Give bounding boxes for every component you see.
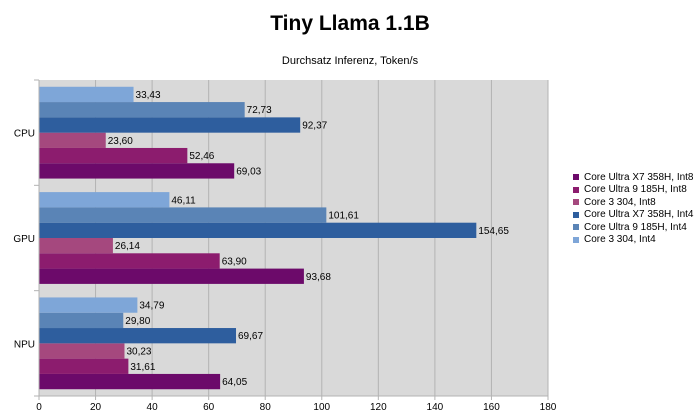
chart-subtitle: Durchsatz Inferenz, Token/s xyxy=(281,55,419,67)
data-label: 30,23 xyxy=(126,346,151,357)
x-tick-label: 20 xyxy=(90,402,102,413)
legend-label: Core 3 304, Int8 xyxy=(584,196,656,208)
legend-swatch xyxy=(573,236,579,243)
x-tick-label: 120 xyxy=(370,402,387,413)
data-label: 154,65 xyxy=(478,226,509,237)
legend-label: Core 3 304, Int4 xyxy=(584,234,656,246)
legend-swatch xyxy=(573,199,579,206)
bar xyxy=(39,222,477,238)
legend-item: Core 3 304, Int8 xyxy=(573,196,694,209)
category-label: GPU xyxy=(13,234,35,245)
legend-item: Core 3 304, Int4 xyxy=(573,234,694,247)
bar xyxy=(39,163,235,179)
legend-swatch xyxy=(573,174,579,181)
legend-label: Core Ultra X7 358H, Int8 xyxy=(584,171,694,183)
chart-title: Tiny Llama 1.1B xyxy=(270,12,430,35)
bar xyxy=(39,117,301,133)
x-tick-label: 160 xyxy=(483,402,500,413)
bar xyxy=(39,253,220,269)
data-label: 46,11 xyxy=(171,195,196,206)
data-label: 63,90 xyxy=(222,256,247,267)
legend-item: Core Ultra X7 358H, Int8 xyxy=(573,171,694,184)
bar xyxy=(39,132,106,148)
data-label: 72,73 xyxy=(247,105,272,116)
legend-swatch xyxy=(573,224,579,231)
x-tick-label: 140 xyxy=(427,402,444,413)
bar xyxy=(39,358,129,374)
legend-item: Core Ultra 9 185H, Int4 xyxy=(573,221,694,234)
category-label: NPU xyxy=(14,339,35,350)
bar xyxy=(39,373,221,390)
data-label: 23,60 xyxy=(108,136,133,147)
bar xyxy=(39,238,113,254)
bar xyxy=(39,102,245,118)
legend-item: Core Ultra 9 185H, Int8 xyxy=(573,184,694,197)
x-tick-label: 60 xyxy=(203,402,215,413)
bar xyxy=(39,192,170,208)
data-label: 31,61 xyxy=(130,362,155,373)
bar xyxy=(39,328,237,344)
x-tick-label: 0 xyxy=(36,402,42,413)
bar xyxy=(39,312,124,329)
legend-label: Core Ultra 9 185H, Int4 xyxy=(584,221,687,233)
data-label: 52,46 xyxy=(189,151,214,162)
legend-label: Core Ultra 9 185H, Int8 xyxy=(584,184,687,196)
x-tick-label: 40 xyxy=(147,402,159,413)
data-label: 69,03 xyxy=(236,166,261,177)
data-label: 33,43 xyxy=(136,90,161,101)
x-tick-label: 100 xyxy=(313,402,330,413)
data-label: 34,79 xyxy=(139,301,164,312)
data-label: 29,80 xyxy=(125,316,150,327)
legend-swatch xyxy=(573,211,579,218)
bar xyxy=(39,343,125,359)
data-label: 26,14 xyxy=(115,241,140,252)
legend-item: Core Ultra X7 358H, Int4 xyxy=(573,209,694,222)
x-tick-label: 80 xyxy=(260,402,272,413)
bar xyxy=(39,297,138,313)
data-label: 101,61 xyxy=(328,211,359,222)
category-label: CPU xyxy=(14,129,35,140)
bar xyxy=(39,147,188,164)
data-label: 64,05 xyxy=(222,377,247,388)
x-tick-label: 180 xyxy=(540,402,557,413)
bar xyxy=(39,86,134,103)
data-label: 92,37 xyxy=(302,121,327,132)
data-label: 69,67 xyxy=(238,331,263,342)
bar xyxy=(39,207,327,223)
chart-legend: Core Ultra X7 358H, Int8 Core Ultra 9 185… xyxy=(573,171,694,246)
data-label: 93,68 xyxy=(306,272,331,283)
bar xyxy=(39,268,304,284)
legend-label: Core Ultra X7 358H, Int4 xyxy=(584,209,694,221)
legend-swatch xyxy=(573,186,579,193)
